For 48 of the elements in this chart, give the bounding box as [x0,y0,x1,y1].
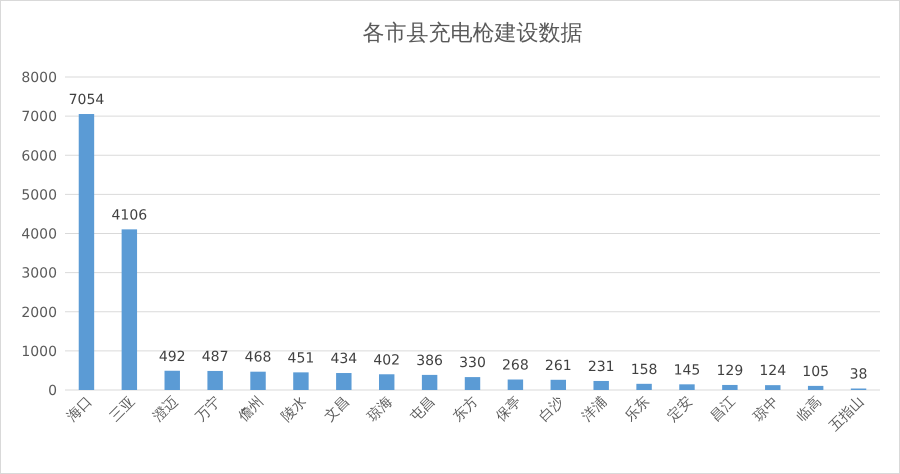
ytick: 5000 [21,187,57,204]
xtick: 五指山 [826,394,868,435]
ytick: 8000 [21,70,57,86]
data-label: 158 [630,362,658,378]
ytick: 7000 [21,109,57,126]
xtick: 陵水 [278,394,310,425]
data-label: 402 [373,352,400,368]
xtick: 昌江 [708,394,739,425]
xtick: 乐东 [622,394,653,425]
data-label: 434 [330,351,358,368]
ytick: 3000 [21,266,57,282]
data-label: 468 [244,350,272,366]
xtick: 三亚 [107,394,138,425]
ytick: 0 [48,383,57,399]
ytick: 6000 [21,148,57,164]
data-label: 38 [850,366,868,383]
xtick: 万宁 [192,394,224,425]
xtick: 白沙 [536,394,568,425]
data-label: 129 [716,362,744,379]
xtick: 琼海 [364,394,396,425]
ytick: 2000 [21,304,57,321]
xtick: 保亭 [493,394,524,425]
xtick: 洋浦 [578,394,610,425]
xtick: 临高 [793,394,824,425]
data-label: 231 [588,358,615,375]
data-label: 105 [802,364,830,380]
data-label: 451 [288,350,314,366]
xtick: 文昌 [322,394,353,425]
xtick: 澄迈 [150,394,182,425]
data-label: 487 [202,348,228,365]
data-label: 492 [158,348,186,365]
data-label: 124 [759,363,786,380]
xtick: 屯昌 [407,394,438,425]
xtick: 东方 [450,394,482,425]
xtick: 定安 [664,394,696,425]
title: 各市县充电枪建设数据 [362,21,582,46]
xtick: 儋州 [236,394,267,425]
data-label: 261 [544,358,572,374]
data-label: 145 [674,362,700,378]
xtick: 海口 [64,394,96,425]
data-label: 268 [502,358,529,374]
ytick: 4000 [21,226,57,242]
data-label: 330 [459,355,486,372]
data-label: 386 [416,352,443,369]
xtick: 琼中 [750,394,782,425]
data-label: 4106 [112,207,148,224]
data-label: 7054 [68,92,104,108]
ytick: 1000 [21,344,57,360]
